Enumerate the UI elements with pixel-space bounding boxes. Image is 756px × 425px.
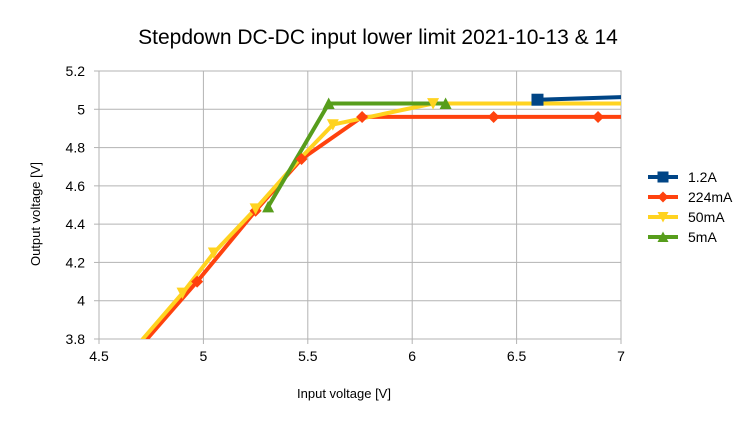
series-line-50ma: [140, 101, 621, 339]
legend-label-5ma: 5mA: [688, 229, 717, 245]
x-tick-label: 6.5: [507, 348, 527, 364]
data-point-5ma: [322, 97, 335, 109]
series-line-1-2a: [535, 95, 621, 102]
y-tick-label: 3.8: [66, 331, 86, 347]
data-point-5ma: [439, 97, 452, 109]
x-tick-label: 7: [617, 348, 625, 364]
data-point-224ma: [356, 110, 369, 123]
x-tick-label: 5.5: [298, 348, 318, 364]
plot-area: [98, 70, 622, 340]
x-axis-title: Input voltage [V]: [297, 386, 391, 401]
legend: 1.2A 224mA 50mA 5mA: [648, 169, 733, 245]
y-tick-label: 4.8: [66, 140, 86, 156]
data-point-50ma: [326, 119, 339, 131]
series-line-224ma: [145, 114, 621, 339]
legend-label-1-2a: 1.2A: [688, 169, 717, 185]
y-tick-label: 4.6: [66, 178, 86, 194]
legend-marker-5ma: [657, 231, 669, 242]
data-point-50ma: [176, 287, 189, 300]
y-axis-ticks: 3.8 4 4.2 4.4 4.6 4.8 5 5.2: [66, 63, 99, 347]
data-point-224ma: [191, 275, 204, 288]
y-tick-label: 4: [77, 293, 85, 309]
data-point-224ma: [487, 110, 500, 123]
data-point-5ma: [262, 200, 275, 213]
y-tick-label: 5: [77, 101, 85, 117]
data-point-50ma: [249, 203, 262, 215]
legend-marker-1-2a: [657, 171, 669, 183]
y-tick-label: 4.2: [66, 254, 86, 270]
data-point-1-2a: [531, 93, 544, 106]
x-axis-ticks: 4.5 5 5.5 6 6.5 7: [89, 339, 625, 364]
legend-label-50ma: 50mA: [688, 209, 725, 225]
data-point-50ma: [427, 98, 440, 110]
series-markers: [176, 93, 605, 300]
chart-title: Stepdown DC-DC input lower limit 2021-10…: [138, 26, 618, 49]
data-point-224ma: [592, 110, 605, 123]
y-axis-title: Output voltage [V]: [28, 162, 43, 266]
x-tick-label: 6: [408, 348, 416, 364]
legend-marker-50ma: [657, 212, 669, 223]
x-tick-label: 4.5: [89, 348, 109, 364]
y-tick-label: 5.2: [66, 63, 86, 79]
data-point-224ma: [295, 153, 308, 166]
series-lines: [140, 95, 621, 339]
x-tick-label: 5: [200, 348, 208, 364]
legend-label-224ma: 224mA: [688, 189, 733, 205]
data-point-50ma: [207, 247, 220, 259]
legend-marker-224ma: [657, 191, 669, 203]
y-tick-label: 4.4: [66, 216, 86, 232]
